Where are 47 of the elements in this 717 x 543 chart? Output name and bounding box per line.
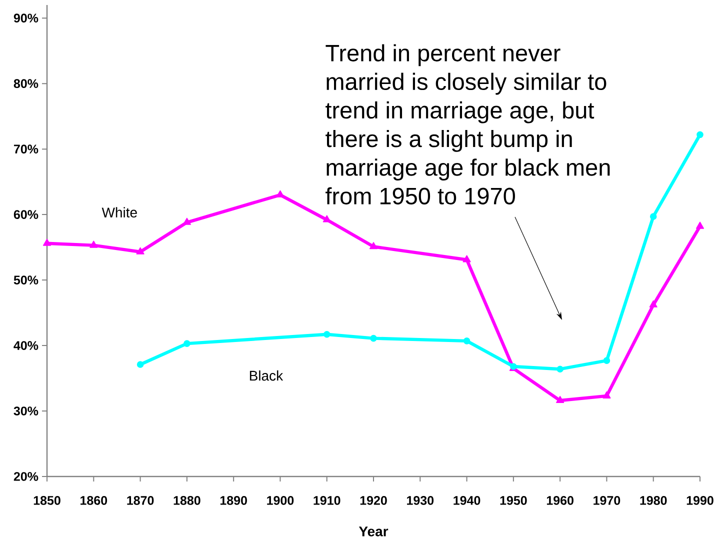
x-tick-label: 1870	[127, 496, 154, 505]
point	[602, 391, 611, 398]
point	[556, 366, 564, 372]
x-tick-label: 1970	[594, 496, 620, 505]
series-label: White	[102, 207, 137, 218]
point	[650, 213, 657, 220]
x-tick-label: 1910	[314, 496, 340, 505]
point	[369, 242, 378, 250]
y-tick-label: 80%	[14, 79, 38, 88]
y-tick-label: 70%	[14, 144, 38, 154]
point	[184, 340, 190, 347]
point	[462, 255, 471, 262]
point	[370, 334, 377, 342]
point	[696, 131, 704, 138]
x-tick-label: 1850	[34, 496, 60, 505]
point	[42, 238, 52, 246]
y-tick-label: 30%	[14, 406, 38, 416]
point	[136, 361, 144, 368]
point	[323, 330, 330, 338]
point	[136, 247, 144, 254]
point	[603, 357, 610, 364]
y-tick-label: 60%	[14, 210, 38, 219]
x-axis-title: Year	[358, 526, 388, 536]
x-tick-label: 1960	[546, 496, 574, 505]
x-tick-label: 1930	[407, 496, 434, 505]
x-tick-label: 1980	[640, 496, 667, 505]
x-tick-label: 1880	[174, 496, 200, 505]
point	[649, 300, 658, 308]
y-tick-label: 90%	[14, 14, 38, 23]
point	[696, 222, 704, 229]
x-tick-label: 1900	[267, 496, 294, 505]
x-tick-label: 1920	[360, 496, 387, 505]
x-tick-label: 1950	[500, 496, 527, 505]
text: Black	[250, 370, 284, 381]
annotation: Trend in percent never married is closely similar to trend in marriage age, but there is a slight bump in marriage age for black men from 1950 to 1970	[326, 44, 610, 204]
point	[276, 190, 284, 198]
x-tick-label: 1940	[454, 496, 480, 505]
point	[463, 338, 470, 344]
x-tick-label: 1990	[686, 496, 714, 505]
y-tick-label: 40%	[14, 341, 38, 350]
x-tick-label: 1860	[80, 496, 108, 505]
y-tick-label: 20%	[14, 472, 38, 481]
point	[322, 215, 331, 222]
x-tick-label: 1890	[220, 496, 247, 505]
point	[556, 396, 564, 404]
point	[90, 240, 98, 248]
y-tick-label: 50%	[14, 276, 38, 284]
